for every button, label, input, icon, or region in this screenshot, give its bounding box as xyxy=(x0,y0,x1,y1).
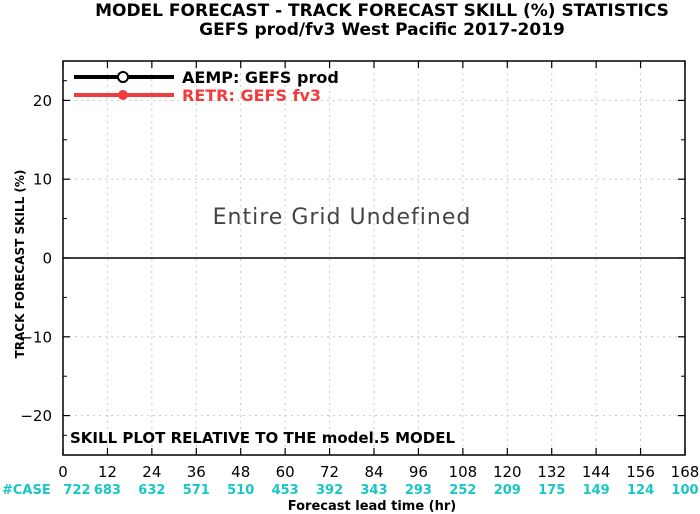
x-axis-label: Forecast lead time (hr) xyxy=(288,499,456,514)
y-tick-label: 10 xyxy=(33,171,52,189)
y-tick-label: −20 xyxy=(20,407,52,425)
case-count: 392 xyxy=(316,483,343,498)
x-tick-label: 84 xyxy=(364,463,383,481)
x-tick-label: 96 xyxy=(409,463,428,481)
case-count: 124 xyxy=(627,483,654,498)
case-count: 453 xyxy=(272,483,299,498)
case-count: 571 xyxy=(183,483,210,498)
case-counts: #CASE 722 683 632 571 510 453 392 343 293 252 209 17… xyxy=(2,483,699,498)
x-tick-label: 48 xyxy=(231,463,250,481)
annotation: SKILL PLOT RELATIVE TO THE model.5 MODEL xyxy=(70,429,455,447)
x-tick-label: 108 xyxy=(449,463,478,481)
chart-title: MODEL FORECAST - TRACK FORECAST SKILL (%… xyxy=(95,1,669,21)
legend-marker xyxy=(117,71,129,83)
x-tick-label: 24 xyxy=(142,463,161,481)
case-count: 100 xyxy=(671,483,698,498)
case-count: 293 xyxy=(405,483,432,498)
x-tick-label: 132 xyxy=(537,463,566,481)
case-count: 510 xyxy=(227,483,254,498)
case-title: #CASE xyxy=(2,483,51,498)
y-axis-label: TRACK FORECAST SKILL (%) xyxy=(13,170,27,359)
x-tick-label: 144 xyxy=(582,463,611,481)
case-count: 722 xyxy=(63,483,90,498)
y-axis: −20 −10 0 10 20 xyxy=(20,80,685,436)
y-tick-label: −10 xyxy=(20,328,52,346)
y-tick-label: 0 xyxy=(42,250,52,268)
case-count: 209 xyxy=(494,483,521,498)
chart-subtitle: GEFS prod/fv3 West Pacific 2017-2019 xyxy=(199,20,565,40)
legend-label: AEMP: GEFS prod xyxy=(182,68,339,87)
case-count: 149 xyxy=(583,483,610,498)
x-tick-label: 120 xyxy=(493,463,522,481)
case-count: 632 xyxy=(138,483,165,498)
legend-marker xyxy=(118,90,128,100)
x-tick-label: 156 xyxy=(626,463,655,481)
x-tick-label: 0 xyxy=(58,463,68,481)
case-count: 683 xyxy=(94,483,121,498)
x-tick-label: 36 xyxy=(187,463,206,481)
case-count: 343 xyxy=(360,483,387,498)
x-tick-label: 12 xyxy=(98,463,117,481)
x-tick-label: 168 xyxy=(671,463,700,481)
x-axis: 0 12 24 36 48 60 72 84 96 108 120 132 144 156 168 xyxy=(58,61,699,481)
grid xyxy=(63,61,685,455)
case-count: 175 xyxy=(538,483,565,498)
y-tick-label: 20 xyxy=(33,92,52,110)
undefined-message: Entire Grid Undefined xyxy=(213,205,472,230)
x-tick-label: 60 xyxy=(276,463,295,481)
x-tick-label: 72 xyxy=(320,463,339,481)
case-count: 252 xyxy=(449,483,476,498)
legend-label: RETR: GEFS fv3 xyxy=(182,86,321,105)
